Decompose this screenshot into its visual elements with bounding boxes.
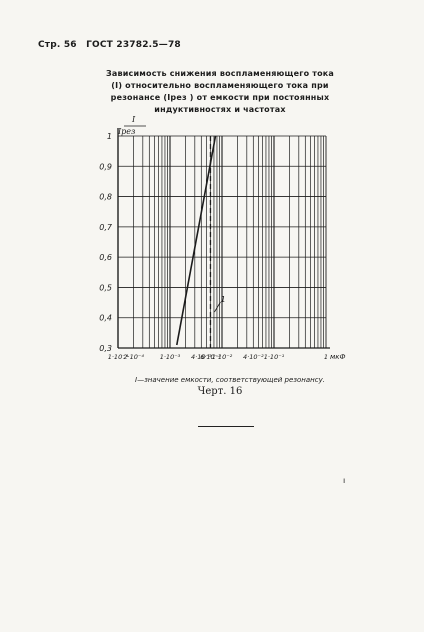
y-tick-label: 0,8 <box>99 193 112 202</box>
chart-note: I—значение емкости, соответствующей резо… <box>135 376 325 384</box>
x-tick-label: 4·10⁻² <box>243 353 264 361</box>
y-tick-label: 0,9 <box>99 162 112 171</box>
x-tick-label: 6·10⁻³ <box>200 353 221 361</box>
series-line <box>175 135 217 346</box>
y-tick-label: 0,4 <box>99 314 112 323</box>
x-tick-label: 1·10⁻² <box>212 353 233 361</box>
figure-label: Черт. 16 <box>197 386 243 397</box>
x-tick-label: 1·10⁻³ <box>160 353 181 361</box>
y-tick-label: 0,6 <box>99 253 112 262</box>
chart-axes <box>117 128 330 349</box>
caption-line-3: резонансе (Iрез ) от емкости при постоян… <box>110 93 330 102</box>
x-axis-unit: мкФ <box>330 353 346 361</box>
chart-series <box>175 135 221 348</box>
x-tick-label: 4·10⁻³ <box>191 353 212 361</box>
page-number: Стр. 56 <box>38 40 77 50</box>
x-tick-label: 1·10⁻⁴ <box>108 353 129 361</box>
separator-rule <box>198 426 254 427</box>
stray-mark: ı <box>343 476 346 485</box>
y-tick-label: 0,3 <box>99 344 112 353</box>
y-tick-label: 0,5 <box>99 283 112 292</box>
x-tick-label: 1 <box>324 353 328 361</box>
caption-line-4: индуктивностях и частотах <box>154 105 286 114</box>
annotation-leader <box>214 301 221 313</box>
x-tick-label: 1·10⁻¹ <box>264 353 285 361</box>
figure-caption: Зависимость снижения воспламеняющего ток… <box>60 68 380 116</box>
standard-code: ГОСТ 23782.5—78 <box>86 40 181 50</box>
y-axis-title-numerator: I <box>131 115 136 124</box>
y-tick-label: 0,7 <box>99 223 113 232</box>
caption-line-1: Зависимость снижения воспламеняющего ток… <box>105 69 335 78</box>
page-header: Стр. 56 ГОСТ 23782.5—78 <box>38 40 187 50</box>
y-tick-label: 1 <box>107 132 112 141</box>
chart-grid <box>117 135 327 349</box>
caption-line-2: (I) относительно воспламеняющего тока пр… <box>111 81 329 90</box>
x-tick-label: 2·10⁻⁴ <box>123 353 144 361</box>
chart-labels: I Iрез 0,3 0,4 0,5 0,6 0,7 0,8 0,9 1 1·10⁻⁴2·10⁻⁴ 1… <box>99 115 345 361</box>
y-axis-title-denominator: Iрез <box>117 127 135 136</box>
annotation-label: 1 <box>220 295 225 304</box>
